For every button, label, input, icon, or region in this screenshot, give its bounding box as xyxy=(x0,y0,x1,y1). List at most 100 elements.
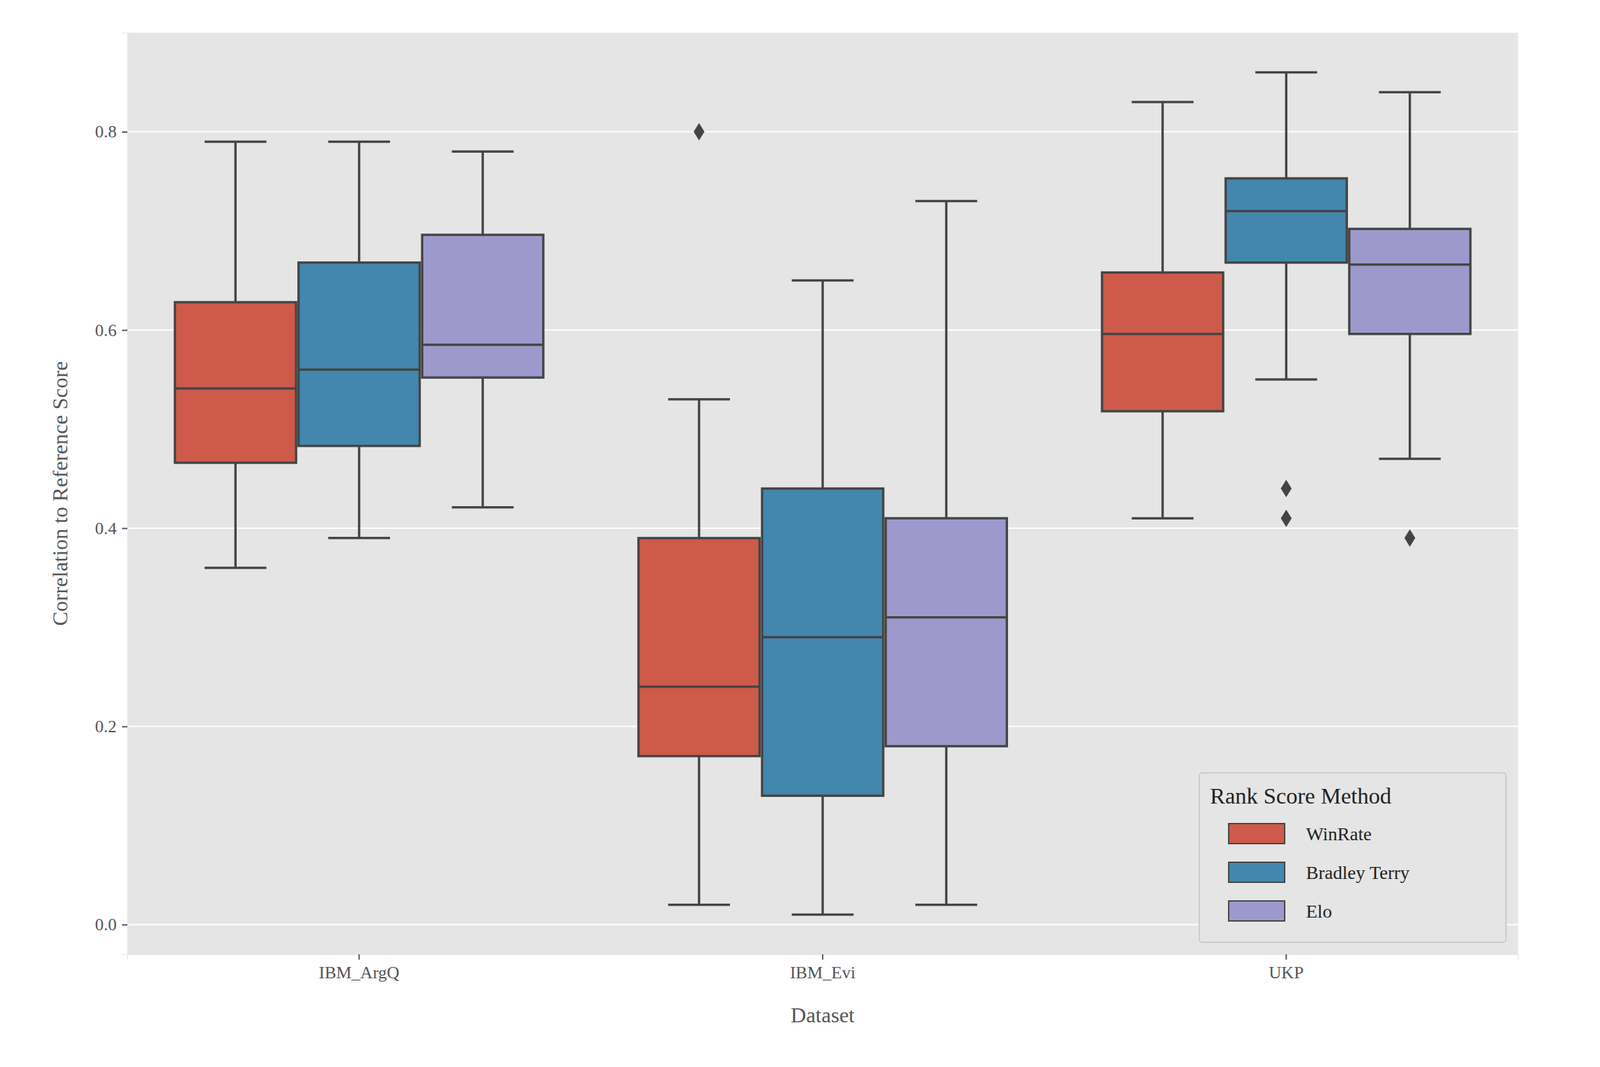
grid-line xyxy=(127,131,1518,133)
box-body xyxy=(1102,272,1224,412)
whisker-cap xyxy=(915,903,978,906)
whisker-cap xyxy=(1378,90,1441,94)
whisker-cap xyxy=(915,200,978,203)
whisker-cap xyxy=(204,140,267,144)
whisker-low xyxy=(698,756,701,905)
y-tick-label: 0.2 xyxy=(95,716,118,736)
whisker-cap xyxy=(1255,71,1318,74)
median-line xyxy=(1225,210,1347,213)
y-tick: 0.6 xyxy=(95,320,128,340)
grid xyxy=(127,132,1518,925)
median-line xyxy=(298,368,420,371)
legend: Rank Score MethodWinRateBradley TerryElo xyxy=(1199,772,1506,942)
whisker-cap xyxy=(328,140,390,144)
whisker-high xyxy=(358,141,361,262)
y-tick: 0.4 xyxy=(95,518,128,538)
box xyxy=(174,141,296,568)
whisker-cap xyxy=(792,279,854,282)
y-axis-line xyxy=(122,33,128,955)
x-tick-mark xyxy=(358,954,360,960)
box-series xyxy=(174,102,1223,905)
whisker-high xyxy=(821,280,824,489)
legend-label: Elo xyxy=(1306,900,1332,922)
whisker-high xyxy=(1408,92,1412,229)
whisker-low xyxy=(1408,334,1412,459)
median-line xyxy=(1349,263,1471,266)
whisker-low xyxy=(234,462,237,568)
whisker-low xyxy=(1161,411,1164,518)
whisker-cap xyxy=(1255,378,1318,381)
box-body xyxy=(422,234,544,378)
whisker-low xyxy=(358,446,361,538)
y-tick-label: 0.8 xyxy=(95,122,118,142)
legend-label: Bradley Terry xyxy=(1306,862,1410,883)
x-axis: IBM_ArgQIBM_EviUKP xyxy=(128,954,1519,982)
x-tick: IBM_Evi xyxy=(790,954,856,982)
box xyxy=(1225,72,1347,527)
median-line xyxy=(174,387,296,390)
legend-swatch xyxy=(1228,900,1285,921)
chart: 0.00.20.40.60.8IBM_ArgQIBM_EviUKPRank Sc… xyxy=(0,0,1600,1067)
outlier xyxy=(1404,529,1416,547)
x-tick: UKP xyxy=(1268,954,1304,982)
box-body xyxy=(1349,228,1471,334)
box xyxy=(1349,92,1471,547)
y-tick-label: 0.6 xyxy=(95,320,118,340)
x-tick-label: IBM_Evi xyxy=(790,962,856,982)
legend-frame xyxy=(1199,772,1506,942)
y-tick-mark xyxy=(122,329,128,331)
plot: 0.00.20.40.60.8IBM_ArgQIBM_EviUKPRank Sc… xyxy=(95,32,1519,982)
median-line xyxy=(762,636,884,639)
median-line xyxy=(1102,332,1224,336)
y-tick-mark xyxy=(122,726,128,728)
whisker-high xyxy=(698,399,701,538)
legend-swatch xyxy=(1228,823,1285,844)
median-line xyxy=(638,685,760,688)
y-axis: 0.0 0.2 0.4 0.6 0.8 xyxy=(95,33,128,955)
whisker-cap xyxy=(204,566,267,570)
box-body xyxy=(762,488,884,796)
y-tick-mark xyxy=(122,528,128,530)
legend-title: Rank Score Method xyxy=(1210,783,1392,808)
box xyxy=(1102,102,1224,518)
box xyxy=(422,151,544,507)
whisker-cap xyxy=(328,536,390,540)
y-tick-mark xyxy=(122,924,128,926)
y-axis-title: Correlation to Reference Score xyxy=(48,360,72,626)
whisker-cap xyxy=(668,903,730,906)
box xyxy=(886,201,1008,905)
whisker-cap xyxy=(1378,457,1441,460)
x-axis-title: Dataset xyxy=(790,1002,855,1027)
plot-background xyxy=(127,32,1518,954)
whisker-high xyxy=(234,141,237,302)
whisker-high xyxy=(945,201,948,519)
outlier xyxy=(1280,509,1292,527)
legend-swatch xyxy=(1228,862,1285,882)
whisker-cap xyxy=(792,913,854,916)
median-line xyxy=(886,616,1008,619)
y-tick: 0.2 xyxy=(95,716,128,736)
whisker-cap xyxy=(1132,516,1194,520)
whisker-cap xyxy=(452,506,514,509)
whisker-cap xyxy=(1132,100,1194,104)
whisker-low xyxy=(821,795,824,914)
box-body xyxy=(886,518,1008,746)
y-tick-mark xyxy=(122,131,128,133)
box xyxy=(298,141,420,538)
y-tick-label: 0.0 xyxy=(95,914,118,934)
y-tick: 0.8 xyxy=(95,122,128,142)
box-body xyxy=(1225,178,1347,262)
x-tick-label: UKP xyxy=(1268,962,1304,982)
whisker-cap xyxy=(668,398,730,401)
whisker-low xyxy=(945,746,948,905)
x-tick-mark xyxy=(822,954,824,960)
outlier xyxy=(1280,480,1292,498)
x-axis-line xyxy=(128,954,1519,960)
whisker-high xyxy=(1161,102,1164,273)
whisker-high xyxy=(481,151,484,235)
whisker-low xyxy=(1285,262,1288,380)
box-body xyxy=(174,302,296,463)
box xyxy=(638,123,760,905)
outlier xyxy=(693,123,704,141)
whisker-cap xyxy=(452,150,514,154)
